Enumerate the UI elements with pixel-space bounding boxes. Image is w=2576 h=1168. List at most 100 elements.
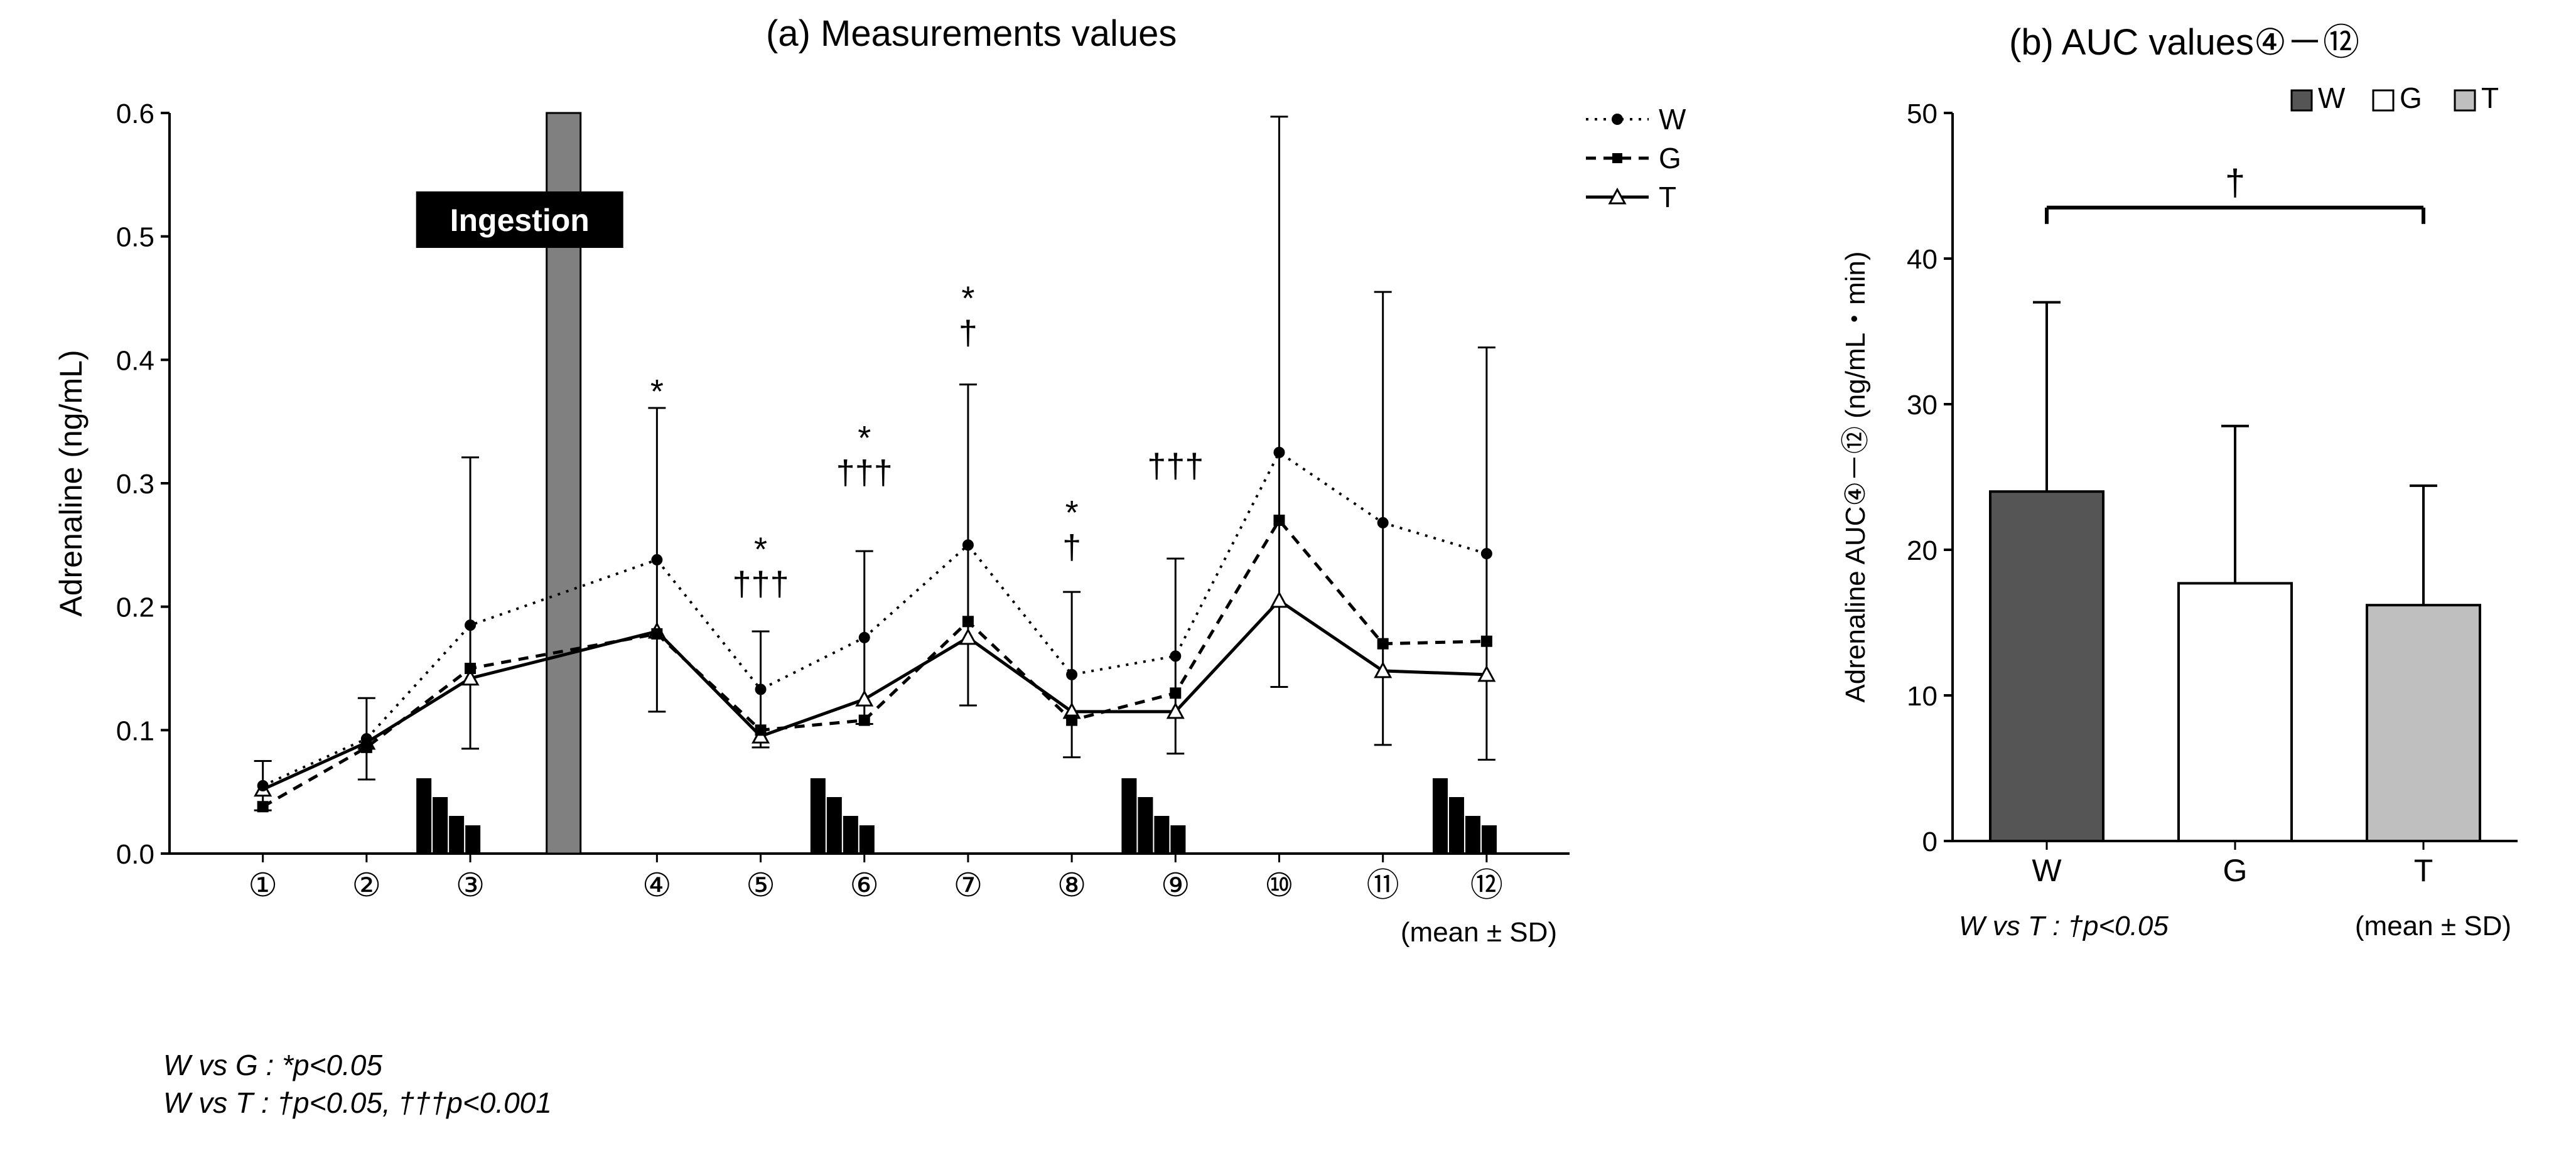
marker-w <box>258 781 268 791</box>
marker-g <box>258 801 268 812</box>
panel-b: 0 10 20 30 40 50 Adrenaline AUC④－⑫ (ng/mL・min)… <box>1821 75 2543 1017</box>
panel-a-footnotes: W vs G : *p<0.05 W vs T : †p<0.05, †††p<… <box>163 1048 552 1120</box>
marker-w <box>860 633 870 643</box>
stair-glyph <box>449 816 464 854</box>
marker-w <box>1274 447 1284 458</box>
ytick-label-b: 20 <box>1907 535 1937 566</box>
ytick-label: 0.5 <box>116 222 154 253</box>
ytick-label: 0.0 <box>116 839 154 870</box>
xtick-label: ⑩ <box>1264 867 1294 904</box>
mean-sd-label-b: (mean ± SD) <box>2355 911 2511 941</box>
stair-glyph <box>827 797 842 854</box>
ytick-label-b: 0 <box>1922 827 1937 857</box>
panel-b-ylabel: Adrenaline AUC④－⑫ (ng/mL・min) <box>1840 251 1871 702</box>
sig-bracket-label: † <box>2225 163 2245 203</box>
stair-glyph <box>1482 825 1497 854</box>
ytick-label: 0.4 <box>116 345 154 376</box>
ytick-label-b: 10 <box>1907 681 1937 712</box>
bar-t <box>2367 605 2480 841</box>
legend-swatch <box>2373 90 2393 110</box>
stair-glyph <box>1121 778 1136 854</box>
legend-label-b: G <box>2400 82 2422 114</box>
panel-a-legend: WGT <box>1586 103 1686 213</box>
sig-annotation: † <box>959 314 978 351</box>
ingestion-label-text: Ingestion <box>450 203 590 238</box>
xtick-label: ⑤ <box>746 867 775 904</box>
stair-glyph <box>1465 816 1480 854</box>
marker-g <box>1482 636 1492 646</box>
xtick-label: ④ <box>642 867 672 904</box>
sig-annotation: ††† <box>733 565 789 603</box>
xtick-label: ⑨ <box>1161 867 1190 904</box>
marker-g <box>1170 688 1180 698</box>
legend-label-b: T <box>2481 82 2499 114</box>
xtick-label: ③ <box>456 867 485 904</box>
sig-annotation: ††† <box>836 454 893 491</box>
xtick-label: ⑪ <box>1367 867 1399 904</box>
stair-glyph <box>860 825 875 854</box>
panel-a-svg: 0.0 0.1 0.2 0.3 0.4 0.5 0.6 Adrenaline (ng/mL) ①… <box>31 75 1727 1017</box>
xtick-label-b: G <box>2223 853 2248 888</box>
ytick-label: 0.6 <box>116 99 154 129</box>
xtick-label: ⑦ <box>954 867 983 904</box>
stair-glyph <box>1449 797 1464 854</box>
panel-a: 0.0 0.1 0.2 0.3 0.4 0.5 0.6 Adrenaline (ng/mL) ①… <box>31 75 1727 1017</box>
sig-annotation: ††† <box>1147 447 1204 485</box>
stair-glyph <box>1154 816 1169 854</box>
ytick-label: 0.3 <box>116 469 154 500</box>
panel-a-title: (a) Measurements values <box>766 13 1177 55</box>
marker-w <box>465 620 475 630</box>
xtick-label: ② <box>352 867 382 904</box>
ytick-label: 0.1 <box>116 715 154 746</box>
marker-g <box>860 715 870 726</box>
marker-w <box>1482 549 1492 559</box>
marker-w <box>963 540 973 550</box>
ytick-label-b: 40 <box>1907 244 1937 275</box>
sig-annotation: * <box>650 373 664 410</box>
marker-w <box>652 555 662 565</box>
marker-w <box>362 734 372 744</box>
sig-annotation: * <box>754 530 767 568</box>
marker-g <box>756 725 766 735</box>
panel-b-legend: WGT <box>2292 82 2499 114</box>
marker-w <box>1378 518 1388 528</box>
marker-t <box>857 692 872 705</box>
marker-g <box>465 663 475 673</box>
xtick-label: ⑧ <box>1057 867 1087 904</box>
marker-g <box>1067 715 1077 726</box>
sig-annotation: * <box>961 279 974 317</box>
legend-swatch <box>2292 90 2312 110</box>
xtick-label: ⑫ <box>1470 867 1503 904</box>
panel-a-ylabel: Adrenaline (ng/mL) <box>53 350 89 616</box>
panel-b-svg: 0 10 20 30 40 50 Adrenaline AUC④－⑫ (ng/mL・min)… <box>1821 75 2543 1017</box>
ytick-label: 0.2 <box>116 592 154 623</box>
stair-glyph <box>1433 778 1448 854</box>
marker-g <box>963 616 973 626</box>
stair-glyph <box>1138 797 1153 854</box>
marker-w <box>1067 670 1077 680</box>
marker-w <box>1170 651 1180 661</box>
xtick-label-b: W <box>2032 853 2062 888</box>
xtick-label: ① <box>248 867 278 904</box>
legend-label-b: W <box>2318 82 2346 114</box>
panel-b-footnote: W vs T : †p<0.05 <box>1959 911 2169 941</box>
marker-w <box>756 684 766 694</box>
legend-swatch <box>2455 90 2475 110</box>
sig-annotation: * <box>858 419 871 457</box>
stair-glyph <box>811 778 826 854</box>
marker-t <box>961 630 976 644</box>
bar-g <box>2179 583 2292 841</box>
legend-w-label: W <box>1659 103 1686 136</box>
sig-annotation: † <box>1062 528 1081 566</box>
stair-glyph <box>1170 825 1185 854</box>
ytick-label-b: 30 <box>1907 390 1937 421</box>
footnote-a-1: W vs G : *p<0.05 <box>163 1048 552 1082</box>
page-root: (a) Measurements values (b) AUC values④－… <box>0 0 2576 1168</box>
bar-w <box>1990 491 2103 841</box>
sig-annotation: * <box>1065 494 1079 532</box>
mean-sd-label-a: (mean ± SD) <box>1401 917 1557 948</box>
marker-g <box>1274 515 1284 525</box>
marker-g <box>1378 639 1388 649</box>
ytick-label-b: 50 <box>1907 99 1937 129</box>
stair-glyph <box>465 825 480 854</box>
